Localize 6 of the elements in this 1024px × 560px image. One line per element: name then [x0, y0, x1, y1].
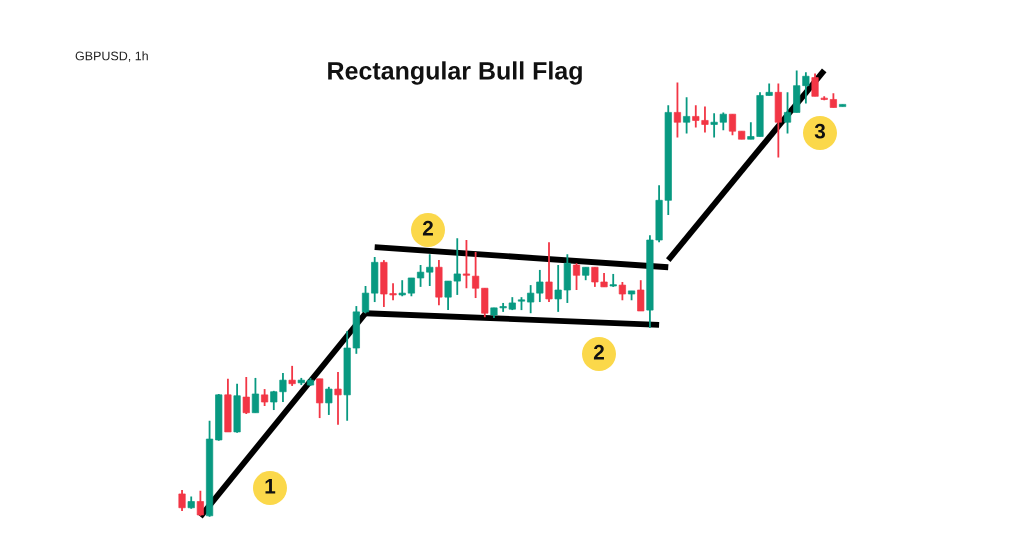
chart-title: Rectangular Bull Flag: [328, 61, 582, 85]
chart-subtitle: GBPUSD, 1h: [75, 51, 148, 62]
annotation: 3: [814, 123, 826, 139]
annotation: 2: [422, 220, 433, 236]
annotation: 2: [593, 344, 604, 360]
annotation: 1: [265, 479, 276, 494]
